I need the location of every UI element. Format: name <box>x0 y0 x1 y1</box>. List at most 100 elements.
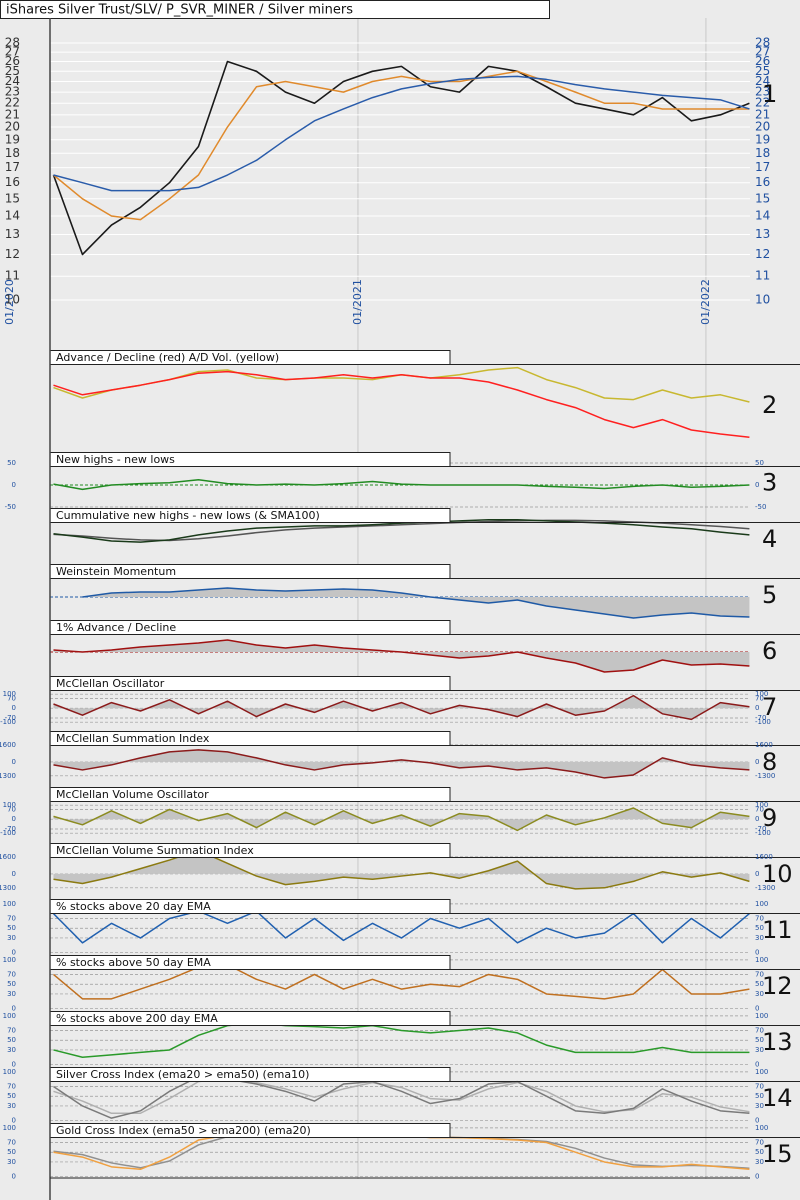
y-tick-label-right: 0 <box>755 704 759 712</box>
y-tick-label-right: 0 <box>755 1005 759 1013</box>
y-tick-label-right: 24 <box>755 74 770 88</box>
y-tick-label-right: 70 <box>755 694 764 702</box>
panel-number: 5 <box>762 581 777 609</box>
y-tick-label-right: 50 <box>755 1092 764 1100</box>
y-tick-label: 70 <box>7 914 16 922</box>
y-tick-label-right: -100 <box>755 718 771 726</box>
y-tick-label: 0 <box>12 1117 16 1125</box>
panel-number: 14 <box>762 1084 793 1112</box>
y-tick-label: 100 <box>3 956 16 964</box>
y-tick-label-right: 30 <box>755 990 764 998</box>
y-tick-label-right: 0 <box>755 815 759 823</box>
y-tick-label-right: 70 <box>755 1138 764 1146</box>
y-tick-label-right: 0 <box>755 949 759 957</box>
y-tick-label: 0 <box>12 704 16 712</box>
y-tick-label: 12 <box>5 247 20 261</box>
panel-number: 4 <box>762 525 777 553</box>
y-tick-label: 100 <box>3 1068 16 1076</box>
y-tick-label-right: 27 <box>755 45 770 59</box>
y-tick-label-right: 20 <box>755 120 770 134</box>
x-tick-label: 01/2022 <box>699 279 712 325</box>
y-tick-label-right: -50 <box>755 503 766 511</box>
series-line <box>53 639 750 673</box>
panel-title: Advance / Decline (red) A/D Vol. (yellow… <box>56 351 279 364</box>
panel-title: % stocks above 50 day EMA <box>56 956 211 969</box>
y-tick-label: 11 <box>5 269 20 283</box>
panel-title: % stocks above 20 day EMA <box>56 900 211 913</box>
y-tick-label: 16 <box>5 175 20 189</box>
y-tick-label-right: 100 <box>755 1012 768 1020</box>
y-tick-label: 27 <box>5 45 20 59</box>
y-tick-label: 0 <box>12 1005 16 1013</box>
series-line <box>53 366 750 403</box>
y-tick-label-right: -1300 <box>755 884 775 892</box>
y-tick-label-right: 100 <box>755 900 768 908</box>
y-tick-label: 100 <box>3 801 16 809</box>
y-tick-label: 50 <box>7 1092 16 1100</box>
panel-number: 13 <box>762 1028 793 1056</box>
y-tick-label: 0 <box>12 815 16 823</box>
zero-fill <box>53 850 750 889</box>
y-tick-label-right: 100 <box>755 1068 768 1076</box>
y-tick-label: 17 <box>5 160 20 174</box>
panel-number: 15 <box>762 1140 793 1168</box>
y-tick-label: 0 <box>12 481 16 489</box>
y-tick-label: -100 <box>0 718 16 726</box>
series-line <box>52 60 750 256</box>
panel-title: Weinstein Momentum <box>56 565 176 578</box>
y-tick-label-right: 26 <box>755 54 770 68</box>
y-tick-label-right: 21 <box>755 107 770 121</box>
y-tick-label: 30 <box>7 934 16 942</box>
y-tick-label: -70 <box>5 825 16 833</box>
x-tick-label: 01/2021 <box>351 279 364 325</box>
y-tick-label: 30 <box>7 1158 16 1166</box>
series-line <box>52 963 750 1000</box>
y-tick-label: 50 <box>7 980 16 988</box>
x-tick-label: 01/2020 <box>3 279 16 325</box>
y-tick-label-right: 0 <box>755 870 759 878</box>
y-tick-label-right: -100 <box>755 829 771 837</box>
y-tick-label: 0 <box>12 1173 16 1181</box>
y-tick-label: 15 <box>5 191 20 205</box>
series-line <box>53 807 750 832</box>
y-tick-label-right: 10 <box>755 293 770 307</box>
y-tick-label: 100 <box>3 900 16 908</box>
y-tick-label-right: 15 <box>755 191 770 205</box>
y-tick-label: 0 <box>12 870 16 878</box>
y-tick-label-right: 25 <box>755 64 770 78</box>
y-tick-label-right: 19 <box>755 132 770 146</box>
y-tick-label: 1600 <box>0 741 16 749</box>
panel-number: 9 <box>762 804 777 832</box>
panel-title: Silver Cross Index (ema20 > ema50) (ema1… <box>56 1068 309 1081</box>
panel-number: 1 <box>762 80 777 108</box>
y-tick-label-right: 0 <box>755 1173 759 1181</box>
panel-number: 11 <box>762 916 793 944</box>
zero-fill <box>53 695 750 720</box>
panel-number: 7 <box>762 693 777 721</box>
y-tick-label: -50 <box>5 503 16 511</box>
y-tick-label: 100 <box>3 1124 16 1132</box>
y-tick-label: 0 <box>12 1061 16 1069</box>
series-line <box>53 849 750 890</box>
y-tick-label: 24 <box>5 74 20 88</box>
y-tick-label-right: 100 <box>755 1124 768 1132</box>
y-tick-label: -70 <box>5 714 16 722</box>
y-tick-label-right: 70 <box>755 805 764 813</box>
y-tick-label: 70 <box>7 694 16 702</box>
y-tick-label-right: 100 <box>755 690 768 698</box>
y-tick-label: 1600 <box>0 853 16 861</box>
y-tick-label: 50 <box>7 1036 16 1044</box>
series-line <box>53 519 750 543</box>
y-tick-label: 25 <box>5 64 20 78</box>
y-tick-label-right: 100 <box>755 956 768 964</box>
panel-number: 3 <box>762 469 777 497</box>
y-tick-label-right: -70 <box>755 714 766 722</box>
y-tick-label-right: 1600 <box>755 853 773 861</box>
y-tick-label: 13 <box>5 227 20 241</box>
y-tick-label-right: 50 <box>755 459 764 467</box>
y-tick-label: 23 <box>5 85 20 99</box>
y-tick-label: 30 <box>7 1046 16 1054</box>
y-tick-label-right: 1600 <box>755 741 773 749</box>
